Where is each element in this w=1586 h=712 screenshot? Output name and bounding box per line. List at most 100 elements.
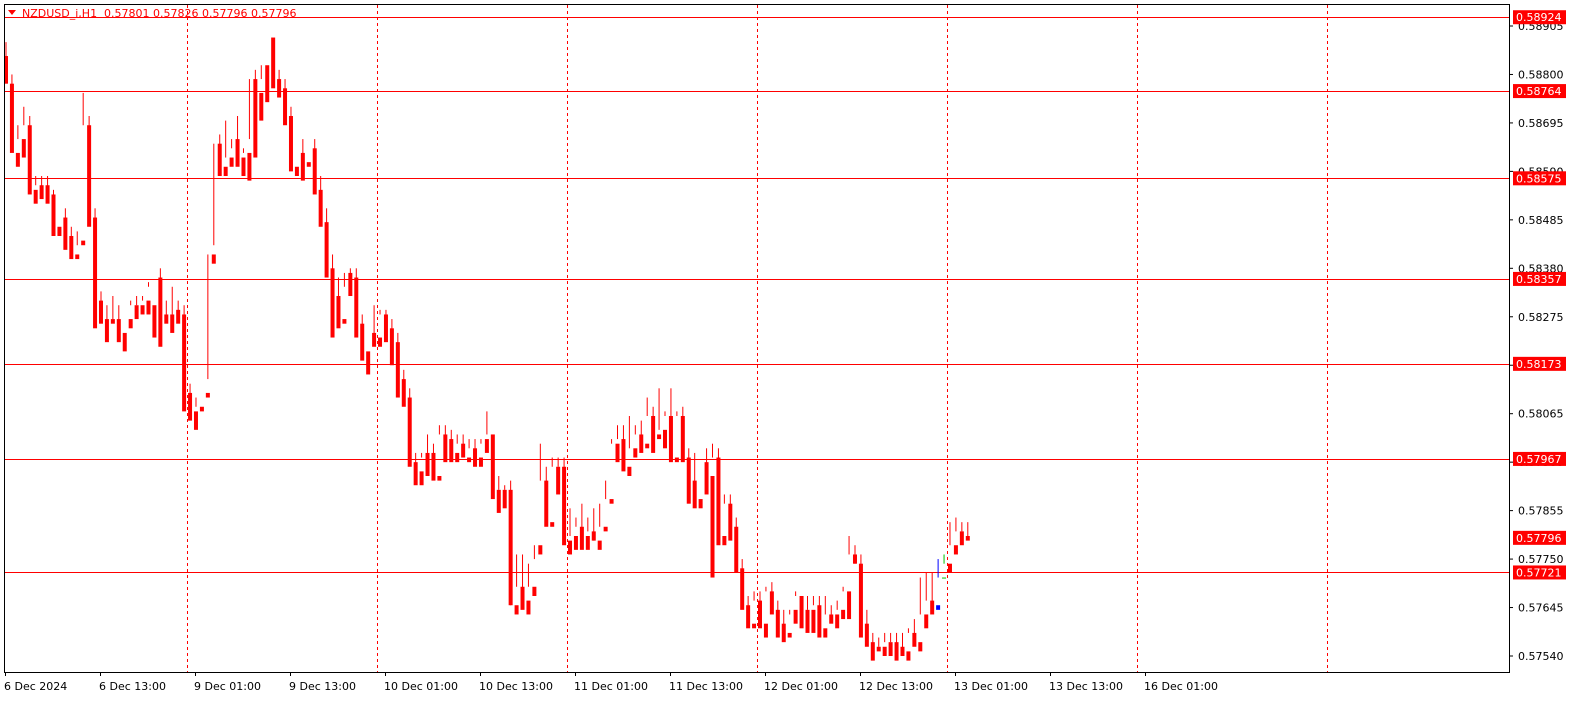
candles — [4, 37, 970, 661]
candle-body — [93, 217, 98, 329]
candle — [532, 545, 537, 596]
y-tick-label: 0.58485 — [1518, 214, 1564, 227]
candle — [769, 582, 774, 615]
candle — [467, 439, 472, 463]
candle — [633, 425, 638, 458]
candle — [306, 162, 311, 167]
candle — [158, 268, 163, 347]
candle — [888, 632, 893, 656]
price-label-text: 0.58575 — [1516, 172, 1562, 185]
candle-body — [556, 466, 561, 495]
candle-body — [15, 152, 20, 167]
candle — [942, 554, 947, 579]
candle-body — [300, 152, 305, 181]
candle-body — [366, 351, 371, 375]
candle — [965, 522, 970, 541]
candle — [170, 286, 175, 333]
candle — [805, 596, 810, 633]
candle-body — [621, 439, 626, 472]
candle-body — [413, 462, 418, 486]
candle — [490, 434, 495, 500]
candle — [455, 434, 460, 463]
y-tick-label: 0.58695 — [1518, 117, 1564, 130]
candle-body — [342, 319, 347, 324]
candle — [69, 226, 74, 260]
chart-header: NZDUSD_i,H1 0.57801 0.57826 0.57796 0.57… — [8, 7, 296, 20]
candle-body — [389, 328, 394, 366]
candle — [930, 572, 935, 615]
candle — [538, 443, 543, 555]
price-label-bg — [1513, 356, 1566, 371]
candle-body — [229, 157, 234, 167]
price-label-bg — [1513, 271, 1566, 286]
candle-body — [158, 277, 163, 347]
y-tick-label: 0.58065 — [1518, 408, 1564, 421]
candle — [425, 434, 430, 476]
candle-body — [271, 37, 276, 89]
candle — [116, 305, 121, 343]
candle — [45, 176, 50, 204]
candle — [817, 596, 822, 638]
candle-body — [247, 152, 252, 181]
candle-body — [888, 642, 893, 656]
candle — [318, 176, 323, 227]
price-label-text: 0.58764 — [1516, 85, 1562, 98]
candle-body — [603, 526, 608, 532]
candle — [668, 388, 673, 463]
y-tick-label: 0.57855 — [1518, 505, 1564, 518]
candle-body — [573, 536, 578, 550]
candle-body — [579, 526, 584, 550]
candle — [710, 443, 715, 578]
x-tick-label: 10 Dec 13:00 — [479, 680, 553, 693]
candle — [330, 254, 335, 338]
candle-body — [870, 642, 875, 661]
candle-body — [651, 416, 656, 453]
price-label: 0.58764 — [1513, 84, 1566, 99]
candle — [484, 411, 489, 453]
candle — [419, 452, 424, 486]
candle-body — [217, 143, 222, 176]
candle-body — [122, 332, 127, 352]
candle — [912, 619, 917, 647]
candle-body — [81, 240, 86, 246]
candle-body — [674, 457, 679, 463]
candle-body — [722, 536, 727, 546]
candle-body — [597, 540, 602, 550]
candle — [395, 332, 400, 398]
candle-body — [835, 614, 840, 629]
candle-body — [265, 65, 270, 103]
candle — [235, 116, 240, 167]
candle-body — [455, 452, 460, 463]
candle — [692, 452, 697, 509]
candle — [473, 439, 478, 467]
candle — [81, 92, 86, 246]
candle — [134, 296, 139, 320]
candle-body — [757, 600, 762, 629]
candle-body — [942, 577, 947, 579]
candle — [579, 503, 584, 550]
candle — [324, 208, 329, 278]
candle-body — [57, 226, 62, 236]
x-tick-label: 6 Dec 13:00 — [99, 680, 166, 693]
dropdown-triangle-icon[interactable] — [8, 10, 16, 15]
candle-body — [847, 591, 852, 620]
candle — [627, 416, 632, 476]
candle — [651, 406, 656, 453]
candle-body — [443, 434, 448, 463]
candle-body — [419, 471, 424, 486]
candle-body — [728, 503, 733, 541]
candle — [799, 596, 804, 629]
candle-body — [876, 646, 881, 652]
x-tick-label: 16 Dec 01:00 — [1144, 680, 1218, 693]
candle — [568, 508, 573, 555]
candle-body — [645, 443, 650, 449]
time-axis[interactable]: 6 Dec 2024 6 Dec 13:00 9 Dec 01:00 9 Dec 13… — [4, 672, 1218, 693]
candle-body — [241, 157, 246, 176]
candle — [39, 176, 44, 200]
candle-body — [734, 526, 739, 573]
candle-body — [4, 56, 8, 84]
candle-body — [170, 314, 175, 333]
candle-body — [710, 476, 715, 578]
candle — [182, 305, 187, 412]
candle — [746, 596, 751, 629]
